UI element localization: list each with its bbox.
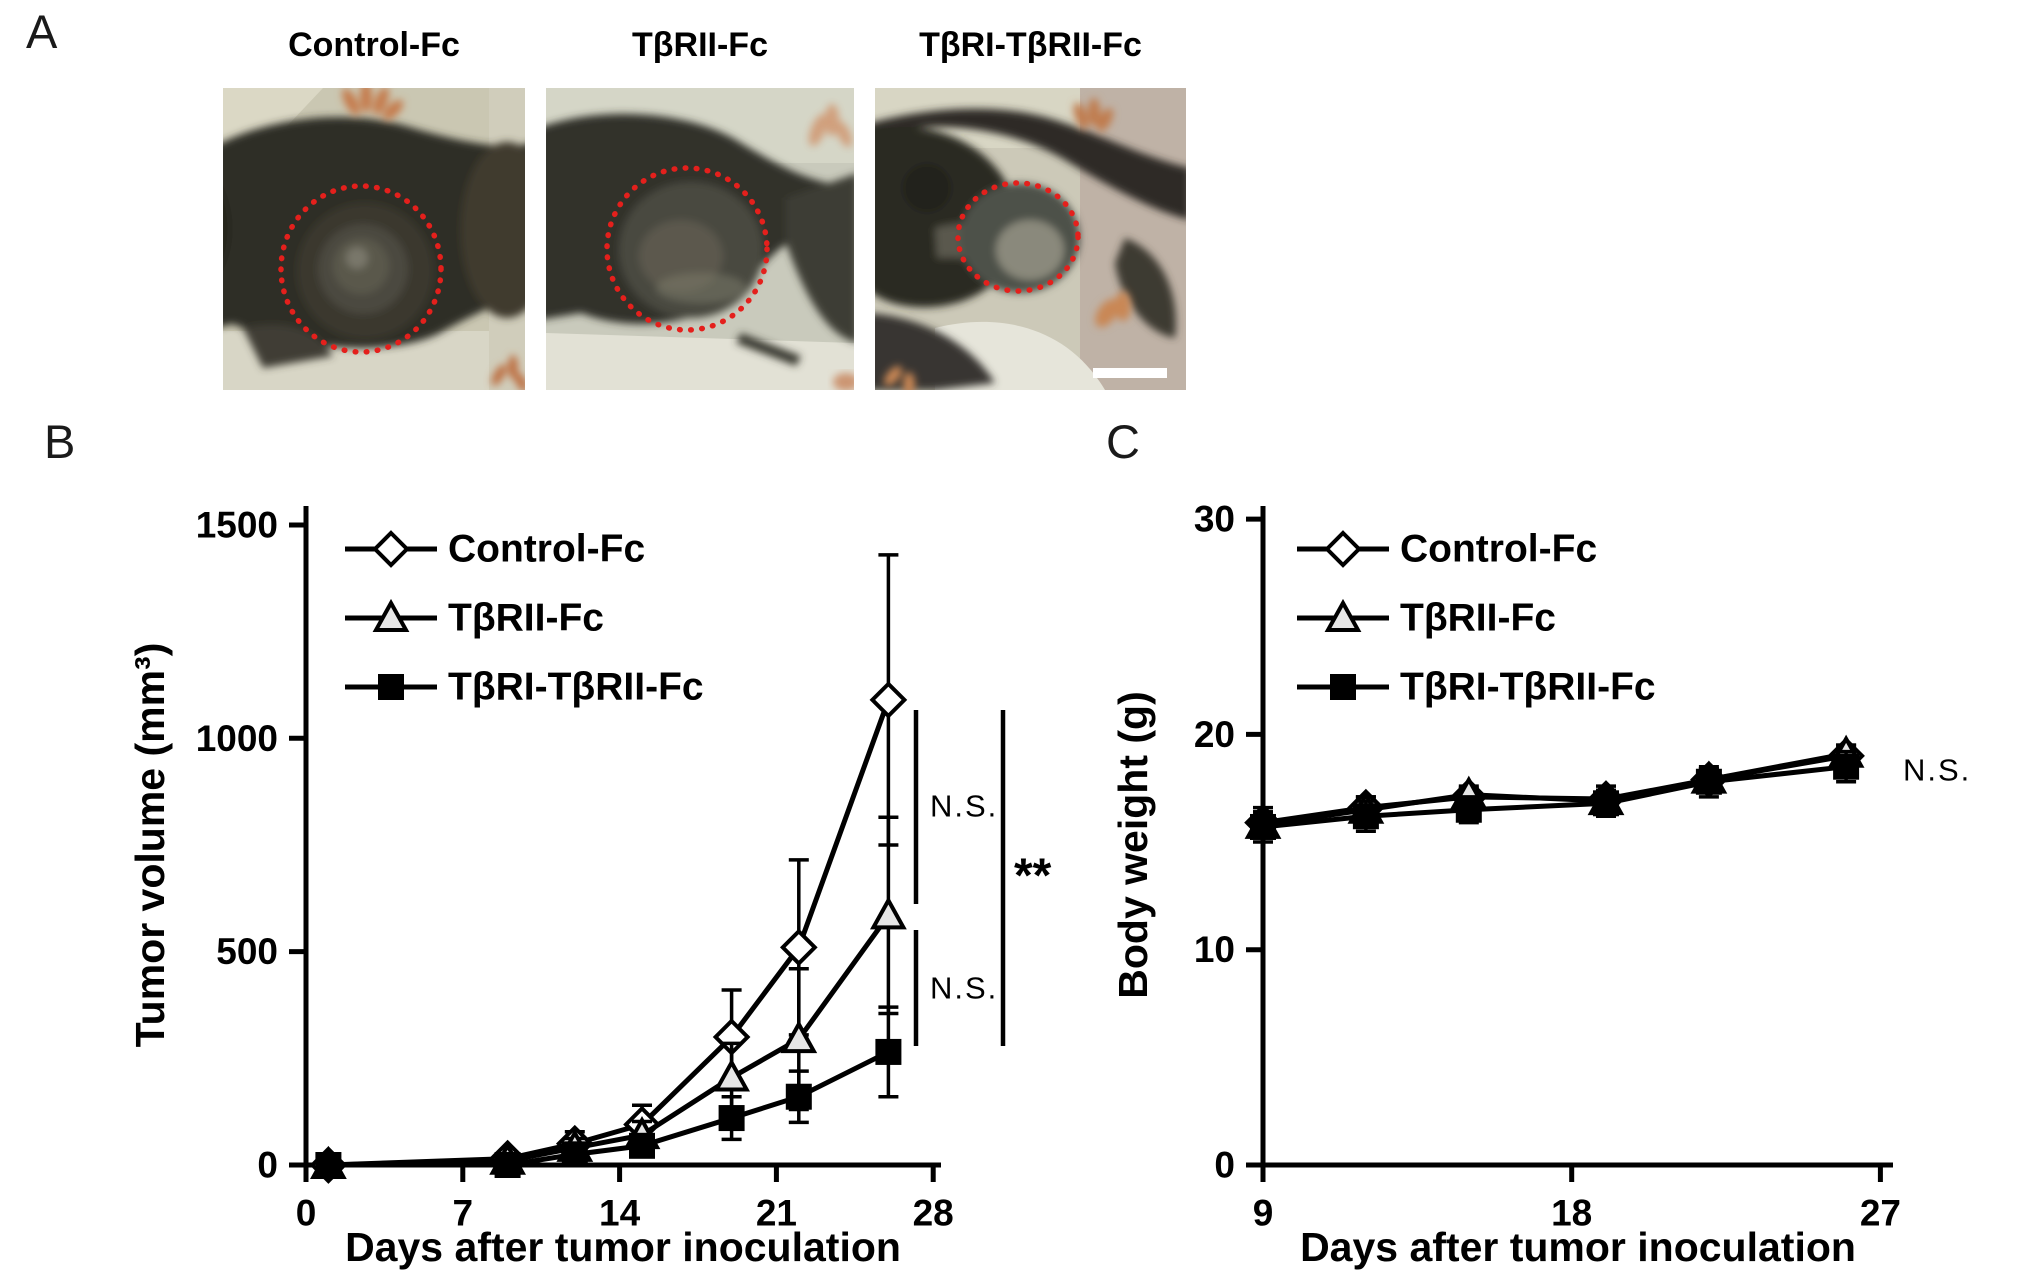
diamond-marker xyxy=(779,928,818,967)
mouse-photo-control-fc xyxy=(223,88,525,390)
square-marker xyxy=(1250,813,1276,840)
x-axis-title: Days after tumor inoculation xyxy=(1300,1224,1856,1270)
square-marker xyxy=(561,1141,588,1168)
panel-b-label: B xyxy=(44,415,76,468)
triangle-marker xyxy=(372,598,410,632)
y-tick-label: 0 xyxy=(257,1145,278,1186)
square-marker xyxy=(1330,674,1356,700)
square-marker xyxy=(629,1132,655,1159)
mouse-photo-tbrii-fc xyxy=(546,88,854,390)
y-tick-label: 0 xyxy=(1214,1145,1235,1186)
x-tick-label: 27 xyxy=(1860,1193,1901,1234)
legend-label: TβRII-Fc xyxy=(448,597,604,640)
square-marker xyxy=(494,1152,521,1178)
x-tick-label: 14 xyxy=(599,1193,641,1234)
series-polyline xyxy=(1262,764,1847,830)
photo-title-tbri-tbrii-fc: TβRI-TβRII-Fc xyxy=(919,26,1142,64)
x-tick-label: 28 xyxy=(913,1193,954,1234)
x-tick-label: 9 xyxy=(1253,1193,1274,1234)
diamond-marker xyxy=(372,530,410,568)
scale-bar xyxy=(1093,368,1167,378)
axis-lines xyxy=(1260,506,1893,1168)
x-tick-label: 21 xyxy=(756,1193,797,1234)
triangle-marker xyxy=(870,896,907,930)
chart-panel-B: 0 500 1000 1500 0 7 14 21 28 Days after tumor ino… xyxy=(127,504,1052,1270)
mouse-photo-tbri-tbrii-fc xyxy=(875,88,1186,390)
y-axis-title: Body weight (g) xyxy=(1110,691,1156,998)
square-marker xyxy=(1352,803,1379,830)
series-polyline xyxy=(1262,751,1847,828)
mouse-paw xyxy=(884,291,1131,390)
photo-title-control-fc: Control-Fc xyxy=(288,26,460,64)
photo-title-tbrii-fc: TβRII-Fc xyxy=(632,26,768,64)
square-marker xyxy=(315,1152,342,1178)
mouse-paw xyxy=(342,88,404,121)
diamond-marker xyxy=(1324,530,1362,568)
y-axis-title: Tumor volume (mm³) xyxy=(127,643,173,1048)
y-tick-label: 1000 xyxy=(196,718,278,759)
triangle-marker xyxy=(713,1058,750,1092)
significance-label: N.S. xyxy=(1903,753,1971,788)
mouse-body xyxy=(223,117,525,368)
mouse-paw xyxy=(1073,98,1114,132)
significance-label: N.S. xyxy=(930,789,998,824)
mouse-body xyxy=(546,113,854,366)
tumor-marker-circle xyxy=(278,183,444,355)
x-axis-title: Days after tumor inoculation xyxy=(345,1224,901,1270)
tumor-marker-circle xyxy=(604,165,770,333)
significance-label: ** xyxy=(1014,850,1052,903)
y-tick-label: 1500 xyxy=(196,504,278,545)
y-tick-label: 500 xyxy=(216,931,278,972)
significance-label: N.S. xyxy=(930,971,998,1006)
triangle-marker xyxy=(780,1020,818,1054)
square-marker xyxy=(785,1083,812,1110)
axis-lines xyxy=(303,506,941,1168)
y-tick-label: 30 xyxy=(1194,499,1235,540)
mouse-body xyxy=(875,108,1186,390)
y-tick-label: 10 xyxy=(1194,929,1235,970)
square-marker xyxy=(1455,796,1482,823)
tumor-marker-circle xyxy=(955,180,1081,294)
square-marker xyxy=(875,1038,902,1065)
x-tick-label: 18 xyxy=(1551,1193,1592,1234)
mouse-paw xyxy=(491,355,525,390)
legend-label: TβRII-Fc xyxy=(1400,597,1556,640)
legend-label: TβRI-TβRII-Fc xyxy=(448,666,704,709)
series-TβRII-Fc: TβRII-Fc xyxy=(1244,597,1865,840)
mouse-paw xyxy=(833,373,854,390)
x-tick-label: 7 xyxy=(453,1193,474,1234)
square-marker xyxy=(378,674,404,700)
legend-label: Control-Fc xyxy=(448,528,645,571)
legend-label: TβRI-TβRII-Fc xyxy=(1400,666,1656,709)
mouse-paw xyxy=(808,104,852,148)
square-marker xyxy=(1695,768,1722,795)
y-tick-label: 20 xyxy=(1194,714,1235,755)
diamond-marker xyxy=(869,681,908,719)
legend-label: Control-Fc xyxy=(1400,528,1597,571)
triangle-marker xyxy=(1324,598,1362,632)
series-TβRI-TβRII-Fc: TβRI-TβRII-Fc xyxy=(315,666,902,1178)
panel-c-label: C xyxy=(1106,415,1140,468)
panel-a-label: A xyxy=(26,5,58,58)
series-TβRI-TβRII-Fc: TβRI-TβRII-Fc xyxy=(1250,666,1860,844)
square-marker xyxy=(1833,753,1860,780)
square-marker xyxy=(1593,790,1619,817)
square-marker xyxy=(718,1105,745,1132)
x-tick-label: 0 xyxy=(296,1193,317,1234)
